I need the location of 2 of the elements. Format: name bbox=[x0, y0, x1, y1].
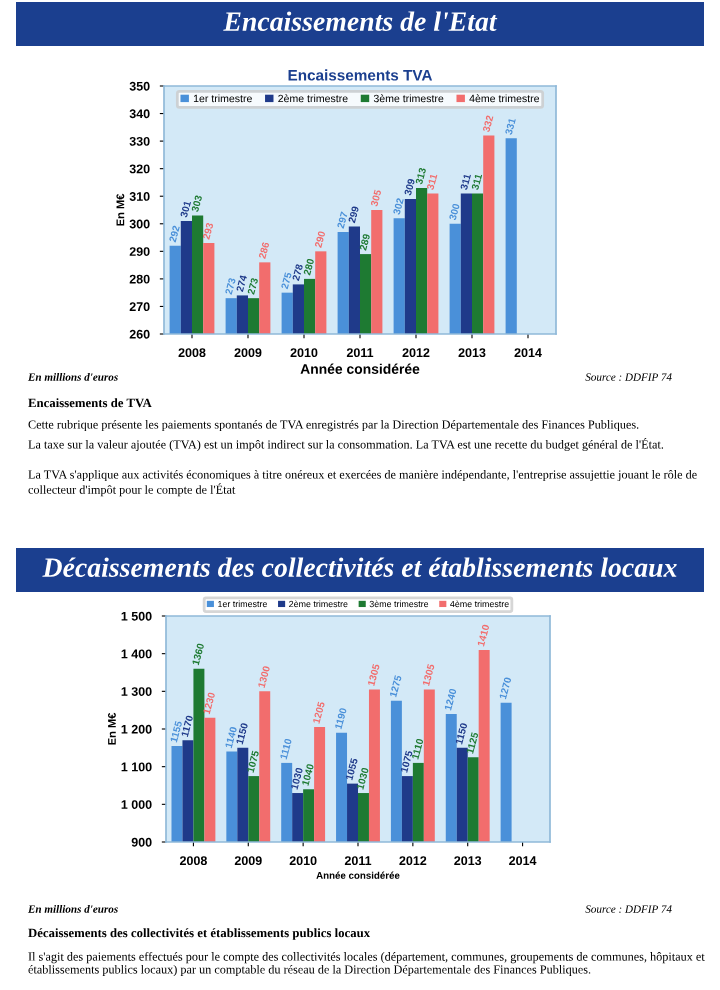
chart-title: Décaissements des collectivités et établissements locaux bbox=[42, 557, 677, 578]
text: Encaissements de l'Etat bbox=[223, 11, 498, 31]
